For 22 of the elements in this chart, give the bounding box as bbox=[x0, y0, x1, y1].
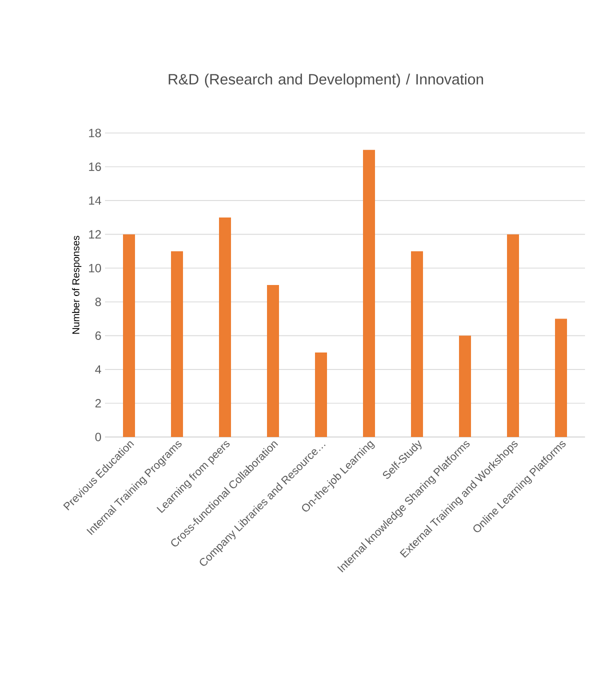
bar bbox=[267, 284, 279, 437]
y-tick-label: 6 bbox=[95, 331, 101, 340]
y-tick-label: 12 bbox=[89, 230, 101, 239]
bar bbox=[123, 234, 135, 437]
bar bbox=[315, 352, 328, 437]
bar bbox=[555, 318, 568, 437]
y-tick-label: 4 bbox=[95, 365, 102, 374]
y-tick-label: 0 bbox=[95, 432, 102, 442]
y-tick-label: 14 bbox=[89, 196, 102, 205]
y-tick-label: 2 bbox=[95, 399, 101, 408]
bar bbox=[459, 336, 472, 437]
bar bbox=[219, 217, 231, 437]
y-tick-label: 16 bbox=[89, 162, 101, 171]
bar bbox=[411, 251, 424, 437]
y-tick-label: 10 bbox=[89, 264, 102, 272]
y-tick-label: 8 bbox=[95, 298, 101, 306]
chart-title: R&D (Research and Development) / Innovation bbox=[168, 74, 484, 88]
y-axis-title: Number of Responses bbox=[72, 236, 82, 334]
y-tick-label: 18 bbox=[89, 128, 101, 138]
bar bbox=[171, 251, 183, 437]
bar bbox=[507, 234, 520, 437]
bar bbox=[363, 150, 376, 437]
